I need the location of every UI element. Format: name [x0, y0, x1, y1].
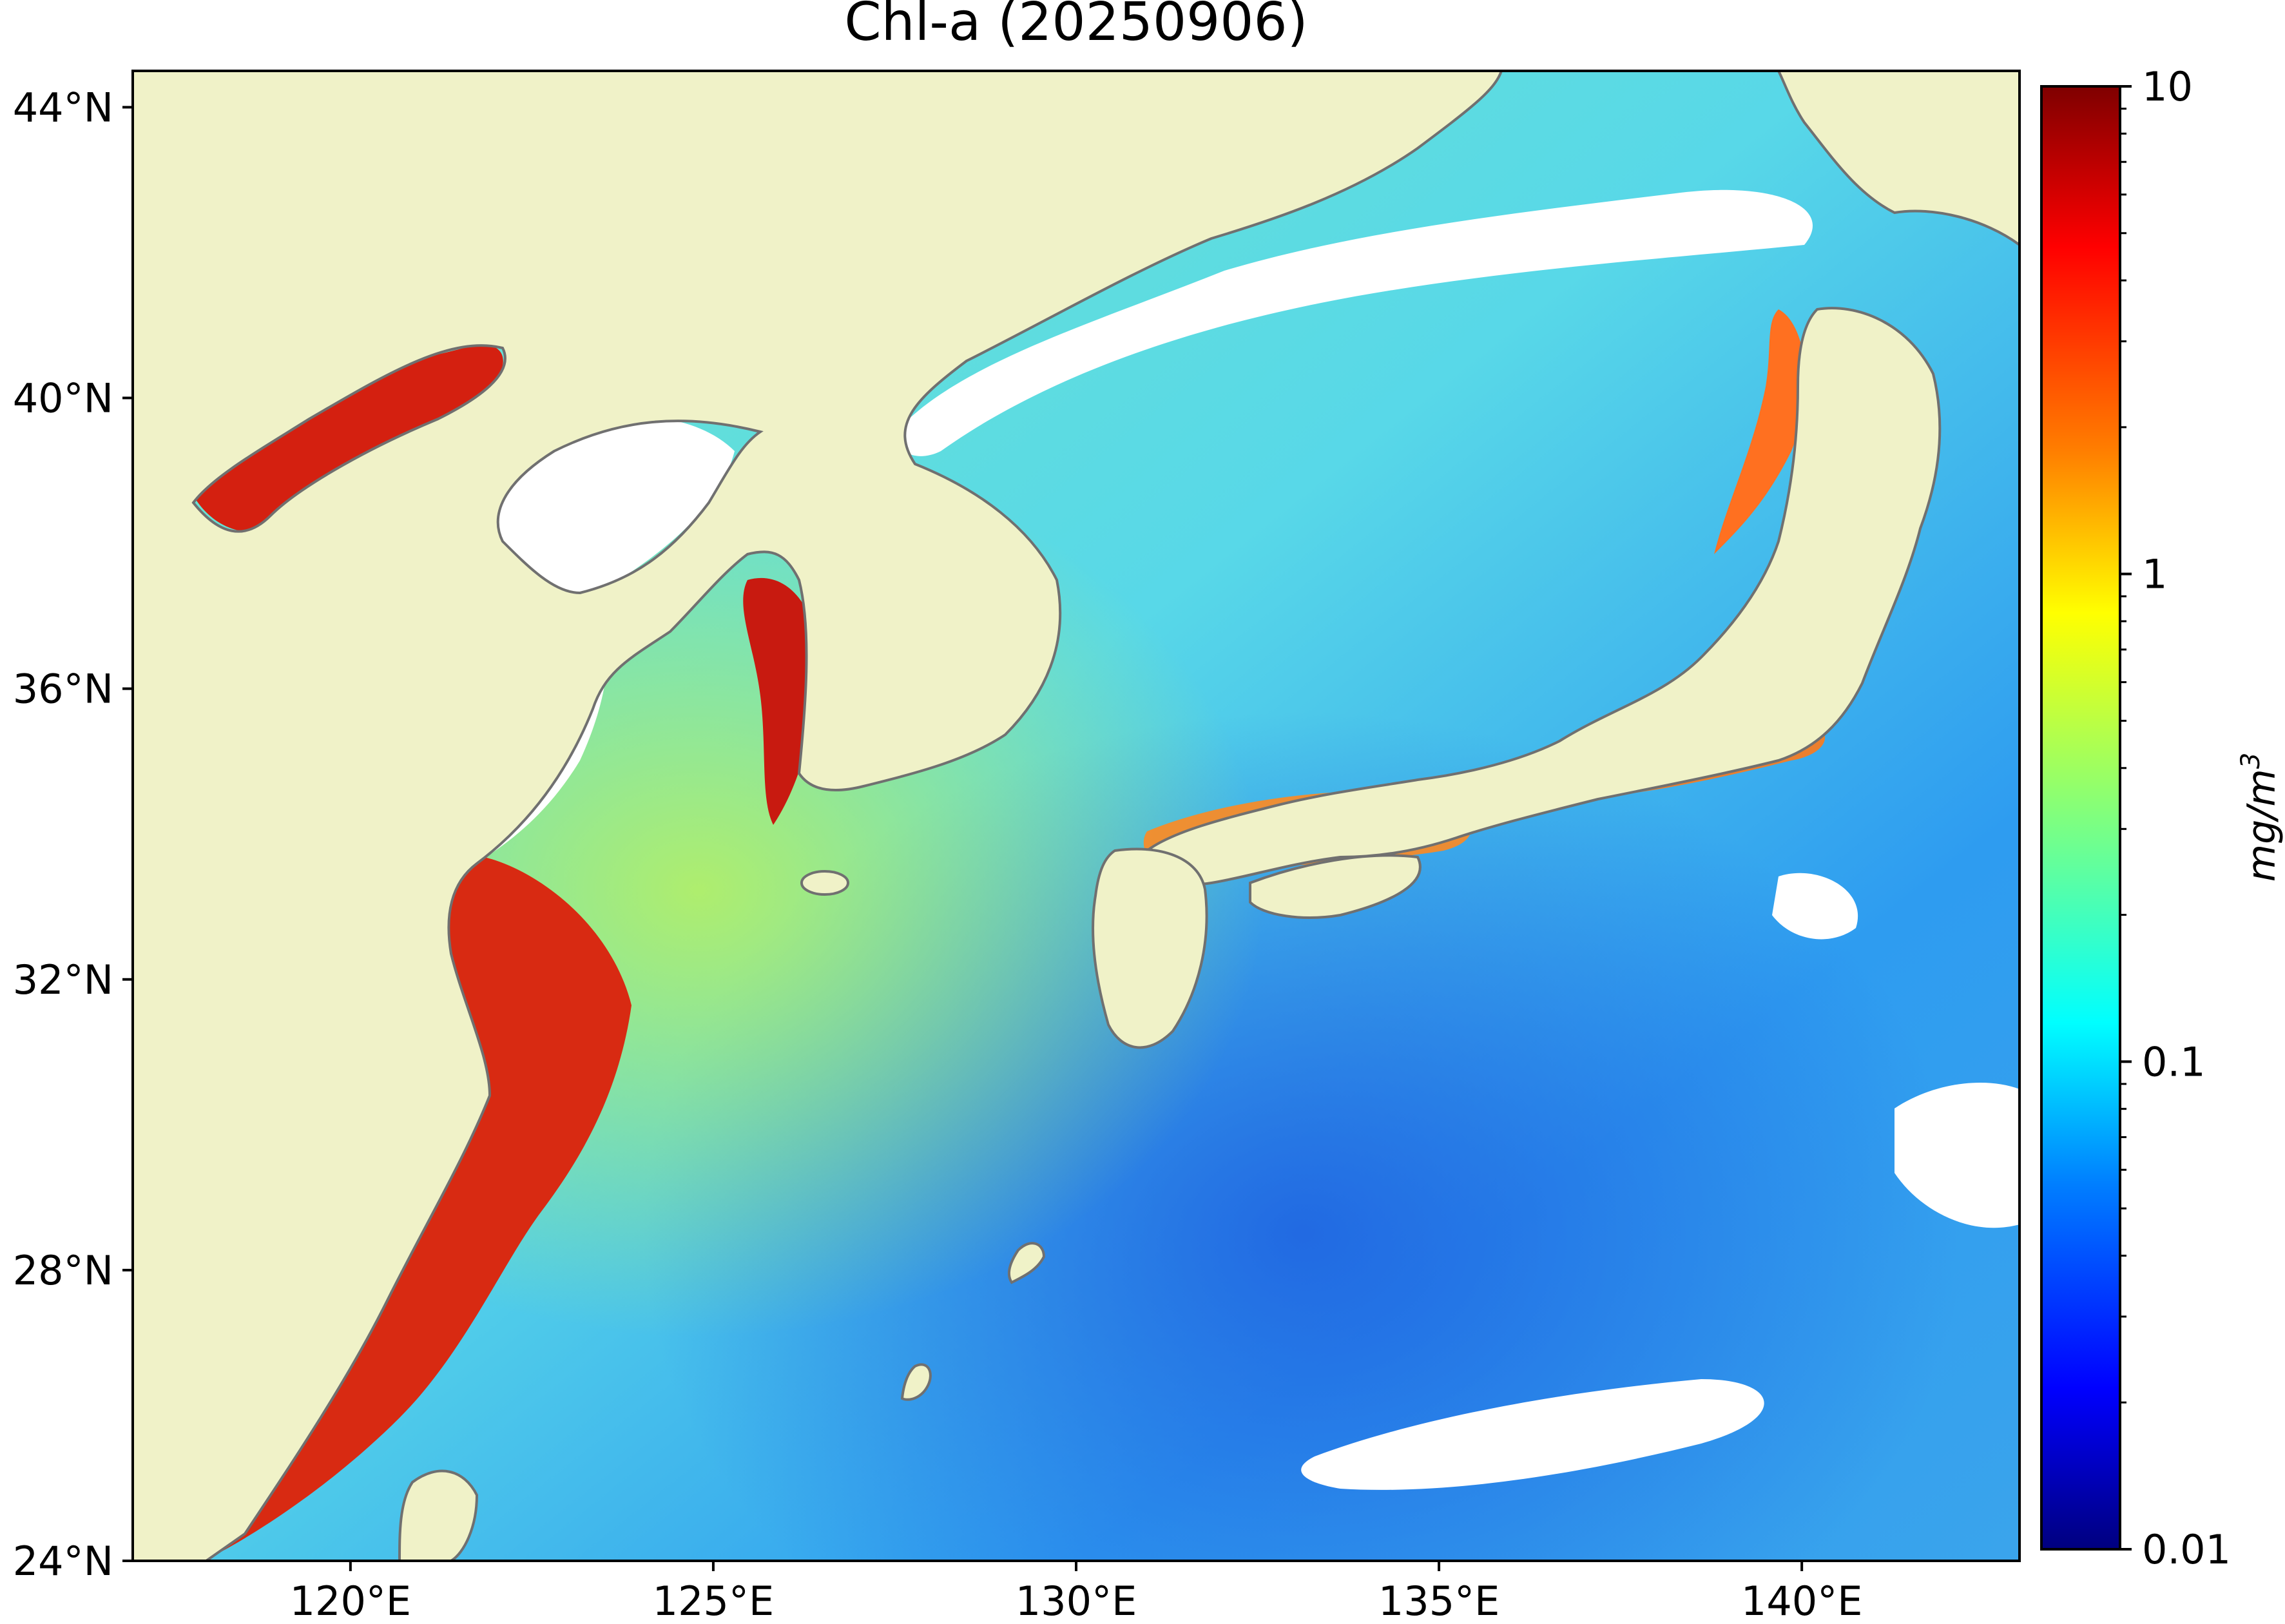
bohai-bay-high-chl — [180, 344, 503, 532]
hokkaido-sakhalin — [1777, 71, 2020, 247]
colorbar-tick-label: 10 — [2142, 63, 2193, 110]
no-data-sea-of-japan-north — [898, 189, 1813, 456]
colorbar-tick-label: 1 — [2142, 551, 2167, 598]
lon-tick-label: 125°E — [653, 1578, 775, 1624]
honshu — [1145, 307, 1942, 886]
lat-tick-label: 32°N — [13, 956, 113, 1003]
no-data-cloud-patch — [1772, 873, 1858, 940]
longitude-axis: 120°E 125°E 130°E 135°E 140°E — [290, 1561, 1863, 1624]
kyushu — [1092, 847, 1208, 1049]
colorbar-gradient — [2040, 85, 2121, 1551]
lat-tick-label: 40°N — [13, 375, 113, 422]
colorbar-unit-exponent: 3 — [2236, 753, 2266, 769]
okinawa-island — [900, 1363, 932, 1401]
lon-tick-label: 140°E — [1741, 1578, 1863, 1624]
lon-tick-label: 135°E — [1378, 1578, 1500, 1624]
lat-tick-label: 28°N — [13, 1247, 113, 1294]
colorbar-unit-label: mg/m3 — [2236, 753, 2284, 882]
colorbar-tick-label: 0.1 — [2142, 1038, 2206, 1085]
taiwan — [398, 1469, 479, 1561]
colorbar: 10 1 0.1 0.01 mg/m3 — [2040, 63, 2284, 1573]
colorbar-ticks: 10 1 0.1 0.01 — [2120, 63, 2231, 1573]
latitude-axis: 44°N 40°N 36°N 32°N 28°N 24°N — [13, 84, 133, 1585]
amami-island — [1007, 1242, 1046, 1284]
lat-tick-label: 24°N — [13, 1538, 113, 1585]
jeju-island — [800, 870, 849, 896]
map-title: Chl-a (20250906) — [844, 0, 1307, 53]
lon-tick-label: 130°E — [1016, 1578, 1137, 1624]
lon-tick-label: 120°E — [290, 1578, 412, 1624]
map-panel — [133, 71, 2020, 1561]
colorbar-unit-base: mg/m — [2239, 769, 2284, 882]
no-data-cloud-south — [1301, 1379, 1764, 1490]
shikoku — [1249, 854, 1422, 919]
no-data-cloud-east — [1895, 1083, 2020, 1228]
lat-tick-label: 36°N — [13, 666, 113, 713]
colorbar-tick-label: 0.01 — [2142, 1526, 2231, 1573]
asian-mainland — [133, 71, 1503, 1561]
lat-tick-label: 44°N — [13, 84, 113, 131]
honshu-west-coast-chl — [1714, 309, 1806, 554]
